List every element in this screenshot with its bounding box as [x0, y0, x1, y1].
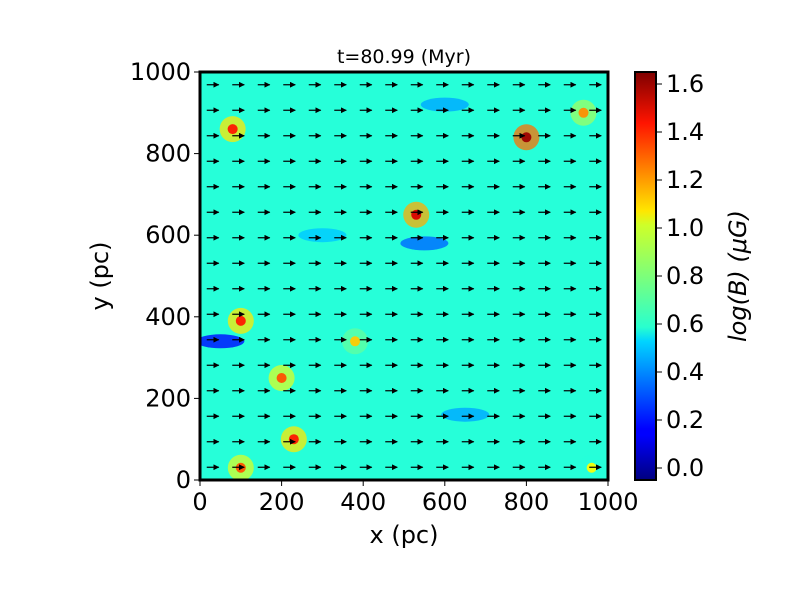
hotspot-core [227, 124, 238, 135]
x-tick-label: 0 [192, 488, 207, 516]
hotspot-core [411, 209, 422, 220]
colorbar-tick-label: 0.0 [666, 454, 704, 482]
heatmap-plot [200, 72, 608, 480]
colorbar-tick-label: 0.6 [666, 310, 704, 338]
x-axis-label: x (pc) [370, 521, 439, 549]
hotspot-core [578, 107, 589, 118]
vector-arrows [206, 81, 602, 471]
heatmap-blobs [200, 97, 605, 480]
low-field-region [200, 334, 245, 349]
colorbar [634, 71, 657, 481]
hotspot-core [235, 315, 246, 326]
hotspot-core [288, 434, 299, 445]
plot-frame [198, 70, 610, 482]
y-tick-label: 200 [145, 384, 191, 412]
colorbar-label: log(B) (μG) [724, 210, 752, 342]
hotspot-core [521, 132, 532, 143]
hotspot-core [350, 336, 361, 347]
y-axis-ticks: 0 200 400 600 800 1000 [130, 58, 200, 494]
colorbar-tick-label: 1.4 [666, 118, 704, 146]
heatmap-background [200, 72, 608, 480]
chart-title: t=80.99 (Myr) [337, 46, 471, 68]
x-tick-label: 800 [503, 488, 549, 516]
y-tick-label: 400 [145, 303, 191, 331]
colorbar-tick-label: 1.0 [666, 214, 704, 242]
x-tick-label: 400 [340, 488, 386, 516]
colorbar-tick-label: 1.6 [666, 70, 704, 98]
x-tick-label: 600 [422, 488, 468, 516]
x-axis-ticks: 0 200 400 600 800 1000 [192, 480, 639, 516]
y-tick-label: 1000 [130, 58, 191, 86]
colorbar-ticks: 0.0 0.2 0.4 0.6 0.8 1.0 1.2 1.4 1.6 [656, 70, 704, 482]
colorbar-tick-label: 1.2 [666, 166, 704, 194]
hotspot-core [276, 373, 287, 383]
y-axis-label: y (pc) [86, 242, 114, 311]
colorbar-tick-label: 0.4 [666, 358, 704, 386]
low-field-region [441, 407, 490, 422]
y-tick-label: 600 [145, 221, 191, 249]
y-tick-label: 0 [176, 466, 191, 494]
low-field-region [420, 97, 469, 112]
x-tick-label: 200 [259, 488, 305, 516]
colorbar-tick-label: 0.8 [666, 262, 704, 290]
low-field-region [298, 228, 347, 243]
colorbar-tick-label: 0.2 [666, 406, 704, 434]
y-tick-label: 800 [145, 140, 191, 168]
x-tick-label: 1000 [577, 488, 638, 516]
low-field-region [400, 236, 449, 251]
